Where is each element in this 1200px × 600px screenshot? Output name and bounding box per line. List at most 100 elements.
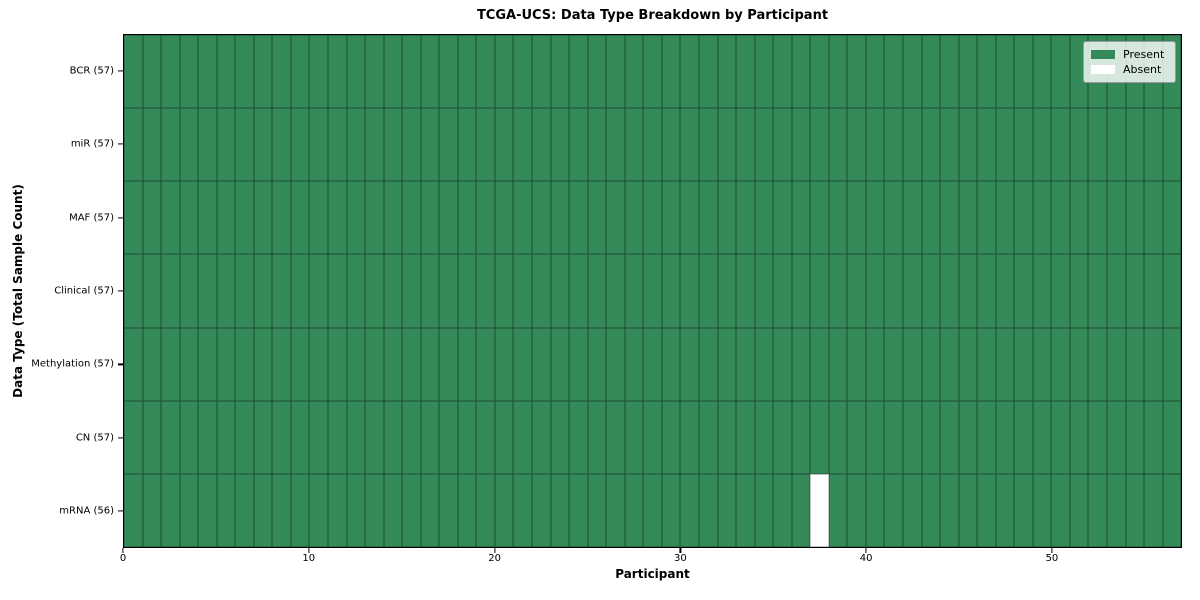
cell-CN-5-present [216,400,236,474]
cell-MAF-9-present [290,181,310,255]
cell-mRNA-50-present [1051,473,1070,547]
y-tick-label-Methylation: Methylation (57) [31,358,114,370]
cell-BCR-11-present [328,35,347,109]
cell-miR-53-present [1106,108,1126,182]
cell-Clinical-23-present [550,254,570,328]
cell-Clinical-47-present [995,254,1015,328]
cell-CN-45-present [958,400,978,474]
cell-Methylation-36-present [791,327,811,401]
cell-BCR-46-present [977,35,996,109]
cell-BCR-28-present [643,35,662,109]
cell-CN-0-present [124,400,143,474]
cell-miR-9-present [290,108,310,182]
cell-Clinical-33-present [736,254,755,328]
cell-Clinical-34-present [754,254,774,328]
cell-mRNA-38-present [828,473,848,547]
cell-miR-1-present [142,108,162,182]
cell-mRNA-13-present [365,473,384,547]
cell-CN-47-present [995,400,1015,474]
cell-Clinical-38-present [828,254,848,328]
cell-mRNA-6-present [235,473,254,547]
cell-BCR-39-present [847,35,866,109]
cell-miR-23-present [550,108,570,182]
legend: Present Absent [1083,41,1176,83]
cell-miR-31-present [698,108,718,182]
cell-mRNA-8-present [272,473,291,547]
cell-CN-41-present [884,400,903,474]
heatmap-row-BCR [124,35,1182,109]
cell-CN-42-present [902,400,922,474]
cell-MAF-19-present [476,181,495,255]
cell-MAF-41-present [884,181,903,255]
cell-miR-7-present [253,108,273,182]
cell-CN-15-present [402,400,421,474]
cell-Clinical-49-present [1032,254,1052,328]
cell-Methylation-15-present [402,327,421,401]
cell-Clinical-13-present [365,254,384,328]
y-tick-label-miR: miR (57) [70,138,114,150]
cell-BCR-8-present [272,35,291,109]
cell-BCR-47-present [995,35,1015,109]
cell-Clinical-36-present [791,254,811,328]
cell-mRNA-27-present [624,473,644,547]
cell-Methylation-54-present [1125,327,1145,401]
cell-Clinical-56-present [1162,254,1182,328]
cell-MAF-39-present [847,181,866,255]
cell-BCR-2-present [161,35,180,109]
y-tick-mark-MAF [118,216,123,219]
cell-MAF-32-present [717,181,737,255]
cell-CN-46-present [977,400,996,474]
cell-Clinical-31-present [698,254,718,328]
cell-Clinical-19-present [476,254,495,328]
x-tick-label-0: 0 [119,553,127,564]
heatmap-row-Methylation [124,327,1182,401]
cell-CN-6-present [235,400,254,474]
cell-CN-16-present [420,400,440,474]
cell-miR-26-present [606,108,625,182]
legend-label-present: Present [1123,48,1165,61]
cell-mRNA-16-present [420,473,440,547]
x-tick-mark-10 [308,548,310,553]
cell-Methylation-49-present [1032,327,1052,401]
cell-Clinical-37-present [810,254,829,328]
cell-mRNA-35-present [773,473,792,547]
cell-Clinical-44-present [940,254,959,328]
cell-BCR-7-present [253,35,273,109]
cell-Methylation-6-present [235,327,254,401]
cell-MAF-35-present [773,181,792,255]
cell-mRNA-14-present [383,473,403,547]
cell-CN-8-present [272,400,291,474]
cell-Methylation-41-present [884,327,903,401]
cell-Clinical-54-present [1125,254,1145,328]
cell-MAF-36-present [791,181,811,255]
legend-item-present: Present [1091,48,1168,61]
cell-MAF-56-present [1162,181,1182,255]
cell-BCR-15-present [402,35,421,109]
cell-BCR-16-present [420,35,440,109]
x-tick-mark-0 [122,548,124,553]
cell-mRNA-26-present [606,473,625,547]
cell-Methylation-32-present [717,327,737,401]
cell-miR-14-present [383,108,403,182]
cell-miR-12-present [346,108,366,182]
cell-CN-53-present [1106,400,1126,474]
cell-mRNA-40-present [865,473,885,547]
cell-CN-13-present [365,400,384,474]
cell-MAF-27-present [624,181,644,255]
cell-mRNA-48-present [1014,473,1033,547]
cell-Methylation-28-present [643,327,662,401]
cell-Methylation-31-present [698,327,718,401]
cell-MAF-2-present [161,181,180,255]
cell-CN-27-present [624,400,644,474]
cell-CN-37-present [810,400,829,474]
cell-miR-55-present [1144,108,1163,182]
cell-miR-5-present [216,108,236,182]
cell-CN-28-present [643,400,662,474]
cell-miR-4-present [198,108,217,182]
cell-miR-3-present [179,108,199,182]
y-axis-label: Data Type (Total Sample Count) [11,184,25,398]
cell-miR-50-present [1051,108,1070,182]
cell-Clinical-35-present [773,254,792,328]
cell-Clinical-41-present [884,254,903,328]
